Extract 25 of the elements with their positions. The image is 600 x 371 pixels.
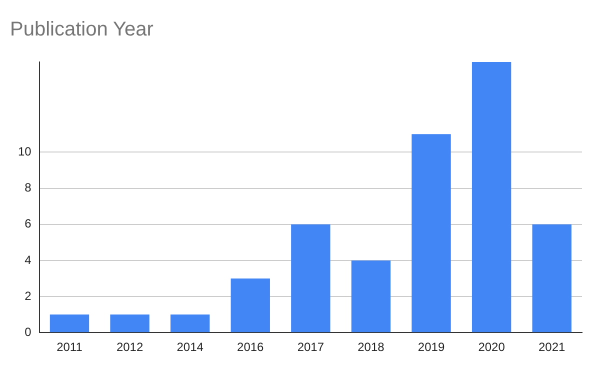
x-tick-label: 2017 xyxy=(297,340,324,354)
bar xyxy=(412,134,451,332)
x-tick-label: 2021 xyxy=(538,340,566,354)
x-tick-label: 2018 xyxy=(358,340,385,354)
y-tick-label: 4 xyxy=(24,252,32,267)
bar xyxy=(291,224,330,332)
bar xyxy=(170,314,210,332)
bar xyxy=(472,62,512,332)
x-tick-label: 2016 xyxy=(237,340,264,354)
x-tick-label: 2012 xyxy=(116,340,144,354)
y-tick-label: 0 xyxy=(24,324,32,339)
chart-title: Publication Year xyxy=(10,18,154,41)
bar xyxy=(50,314,90,332)
y-tick-label: 8 xyxy=(24,180,32,195)
x-tick-label: 2020 xyxy=(478,340,506,354)
bar xyxy=(532,224,572,332)
y-tick-label: 10 xyxy=(18,144,32,159)
bar xyxy=(110,314,150,332)
x-tick-label: 2014 xyxy=(176,340,204,354)
x-tick-label: 2011 xyxy=(56,340,83,354)
bar xyxy=(230,278,270,332)
bar xyxy=(351,260,391,332)
x-tick-label: 2019 xyxy=(418,340,445,354)
y-tick-label: 2 xyxy=(24,288,32,303)
y-tick-label: 6 xyxy=(24,216,32,231)
